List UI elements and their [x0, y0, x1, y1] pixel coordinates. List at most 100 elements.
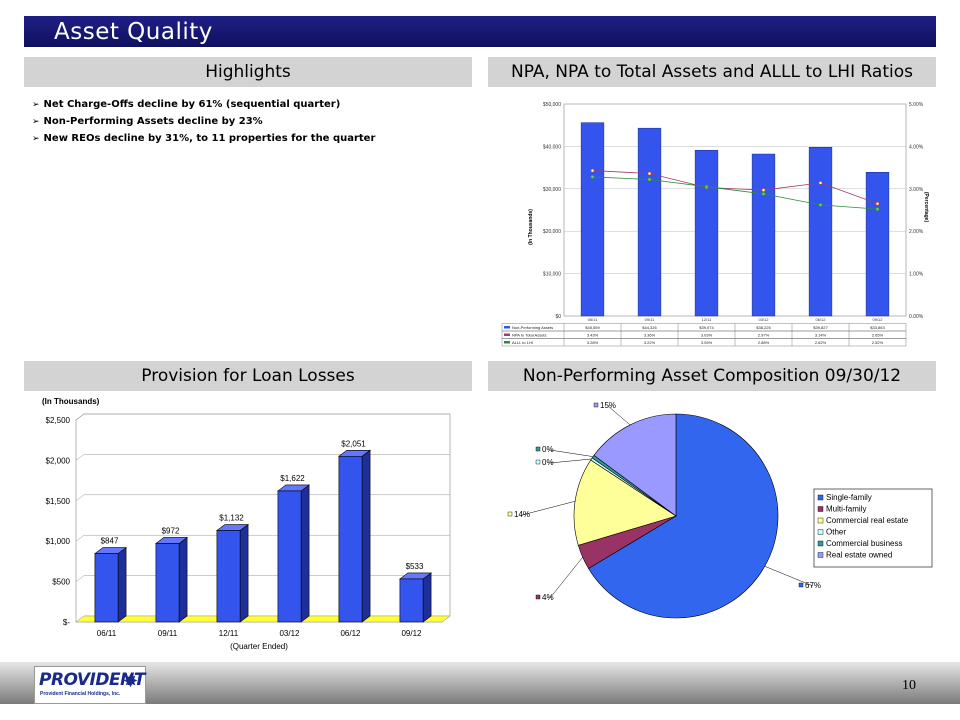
y2-axis-label: (Percentage) [923, 192, 929, 223]
slice-label: 0% [542, 458, 554, 467]
pie-legend [813, 488, 933, 568]
ratio-point [875, 201, 880, 206]
slice-leader [521, 501, 576, 516]
gridline [75, 575, 450, 582]
x-tick-label: 09/12 [401, 629, 422, 638]
legend-key [817, 552, 824, 558]
composition-pie-chart: 67% 4% 14% 0% 0% 15% Single-family Multi-family… [507, 401, 933, 619]
y-tick-label: $- [63, 618, 70, 627]
provision-bar-side [117, 546, 127, 623]
provision-bar [216, 530, 241, 623]
plot-area [563, 103, 907, 317]
y-tick-label: $10,000 [543, 272, 561, 278]
highlight-item: ➢ New REOs decline by 31%, to 11 properti… [32, 133, 472, 144]
x-tick-label: 09/11 [645, 317, 655, 322]
legend-key [817, 529, 824, 535]
table-cell: 2.65% [872, 333, 884, 338]
y-tick-label: $2,500 [46, 416, 71, 425]
provision-bar [155, 543, 180, 623]
provision-bar-side [178, 536, 188, 623]
table-cell: 3.36% [644, 333, 656, 338]
y2-tick-label: 4.00% [909, 144, 924, 150]
npa-bar [637, 127, 662, 317]
y-tick-label: $20,000 [543, 229, 561, 235]
table-cell: $45,559 [585, 325, 600, 330]
provision-bar [277, 490, 302, 623]
slice-leader [549, 449, 594, 457]
slice-leader [549, 557, 583, 599]
slice-label: 14% [514, 510, 530, 519]
y-tick-label: $2,000 [46, 456, 71, 465]
provision-bar [94, 553, 119, 623]
slide-title: Asset Quality [54, 19, 213, 45]
y2-tick-label: 2.00% [909, 229, 924, 235]
highlight-text: New REOs decline by 31%, to 11 propertie… [43, 133, 376, 144]
gridline [75, 494, 450, 502]
table-cell: 2.88% [758, 340, 770, 345]
x-tick-label: 06/12 [340, 629, 361, 638]
plot-area [75, 413, 451, 623]
provision-chart: (In Thousands) $- $500 $1,000 $1,500 $2,000 $2… [42, 397, 451, 651]
slice-label-key [535, 446, 541, 452]
provision-header: Provision for Loan Losses [24, 361, 472, 391]
x-tick-label: 06/11 [97, 629, 117, 638]
x-axis-label: (Quarter Ended) [230, 642, 288, 651]
ratio-point [761, 191, 766, 196]
company-logo: PROVIDENT ✸ Provident Financial Holdings… [34, 666, 146, 704]
ratio-point [647, 171, 652, 176]
arrow-bullet-icon: ➢ [32, 134, 40, 144]
table-cell: 2.52% [872, 340, 884, 345]
ratio-point [590, 175, 595, 179]
x-tick-label: 03/12 [279, 629, 300, 638]
npa-bar [865, 172, 890, 317]
y-axis-label: (In Thousands) [528, 209, 534, 245]
logo-word: PROVIDENT [39, 670, 145, 690]
highlights-list: ➢ Net Charge-Offs decline by 61% (sequent… [32, 99, 472, 150]
npa-bar [751, 153, 776, 317]
legend-entry: Non-Performing Assets [512, 325, 553, 330]
slice-label: 0% [542, 445, 554, 454]
chart-floor [75, 615, 451, 623]
table-cell: $33,863 [870, 325, 885, 330]
legend-entry: Single-family [826, 493, 872, 502]
x-tick-label: 03/12 [758, 317, 769, 322]
bar-value-label: $1,132 [219, 514, 244, 523]
slice-label-key [798, 582, 804, 588]
legend-entry: NPA to Total Assets [512, 333, 547, 338]
slice-label-key [535, 594, 541, 600]
slice-leader [764, 566, 814, 587]
slice-leader [549, 458, 592, 464]
legend-key [817, 494, 824, 501]
ratio-point [818, 180, 823, 185]
legend-entry: Commercial real estate [826, 516, 909, 525]
highlight-text: Non-Performing Assets decline by 23% [43, 116, 263, 127]
table-cell: 3.14% [815, 333, 827, 338]
table-cell: 3.05% [701, 340, 713, 345]
bar-value-label: $2,051 [341, 439, 366, 448]
bar-value-label: $1,622 [280, 474, 305, 483]
npa-bar [694, 149, 719, 317]
x-tick-label: 12/11 [219, 629, 239, 638]
provision-bar-side [361, 449, 371, 623]
slice-label: 15% [600, 401, 616, 410]
legend-entry: Multi-family [826, 505, 866, 514]
slice-label-key [507, 511, 513, 517]
x-tick-label: 06/11 [588, 317, 598, 322]
legend-entry: Commercial business [826, 539, 902, 548]
footer-bar [0, 662, 960, 704]
legend-entry: Real estate owned [826, 551, 892, 560]
ratio-line [592, 176, 878, 210]
y-tick-label: $50,000 [543, 102, 561, 108]
ratio-point [875, 207, 880, 212]
logo-subtitle: Provident Financial Holdings, Inc. [40, 691, 121, 697]
ratio-line [592, 170, 878, 205]
slice-label-key [535, 459, 541, 465]
page-number: 10 [902, 678, 916, 693]
table-cell: 2.62% [815, 340, 827, 345]
npa-ratio-chart: $0 $10,000 $20,000 $30,000 $40,000 $50,000 0.0… [501, 102, 929, 347]
bar-value-label: $533 [406, 562, 424, 571]
gridline [75, 454, 450, 461]
ratio-point [704, 184, 709, 189]
x-tick-label: 12/11 [702, 317, 712, 322]
y-tick-label: $30,000 [543, 187, 561, 193]
